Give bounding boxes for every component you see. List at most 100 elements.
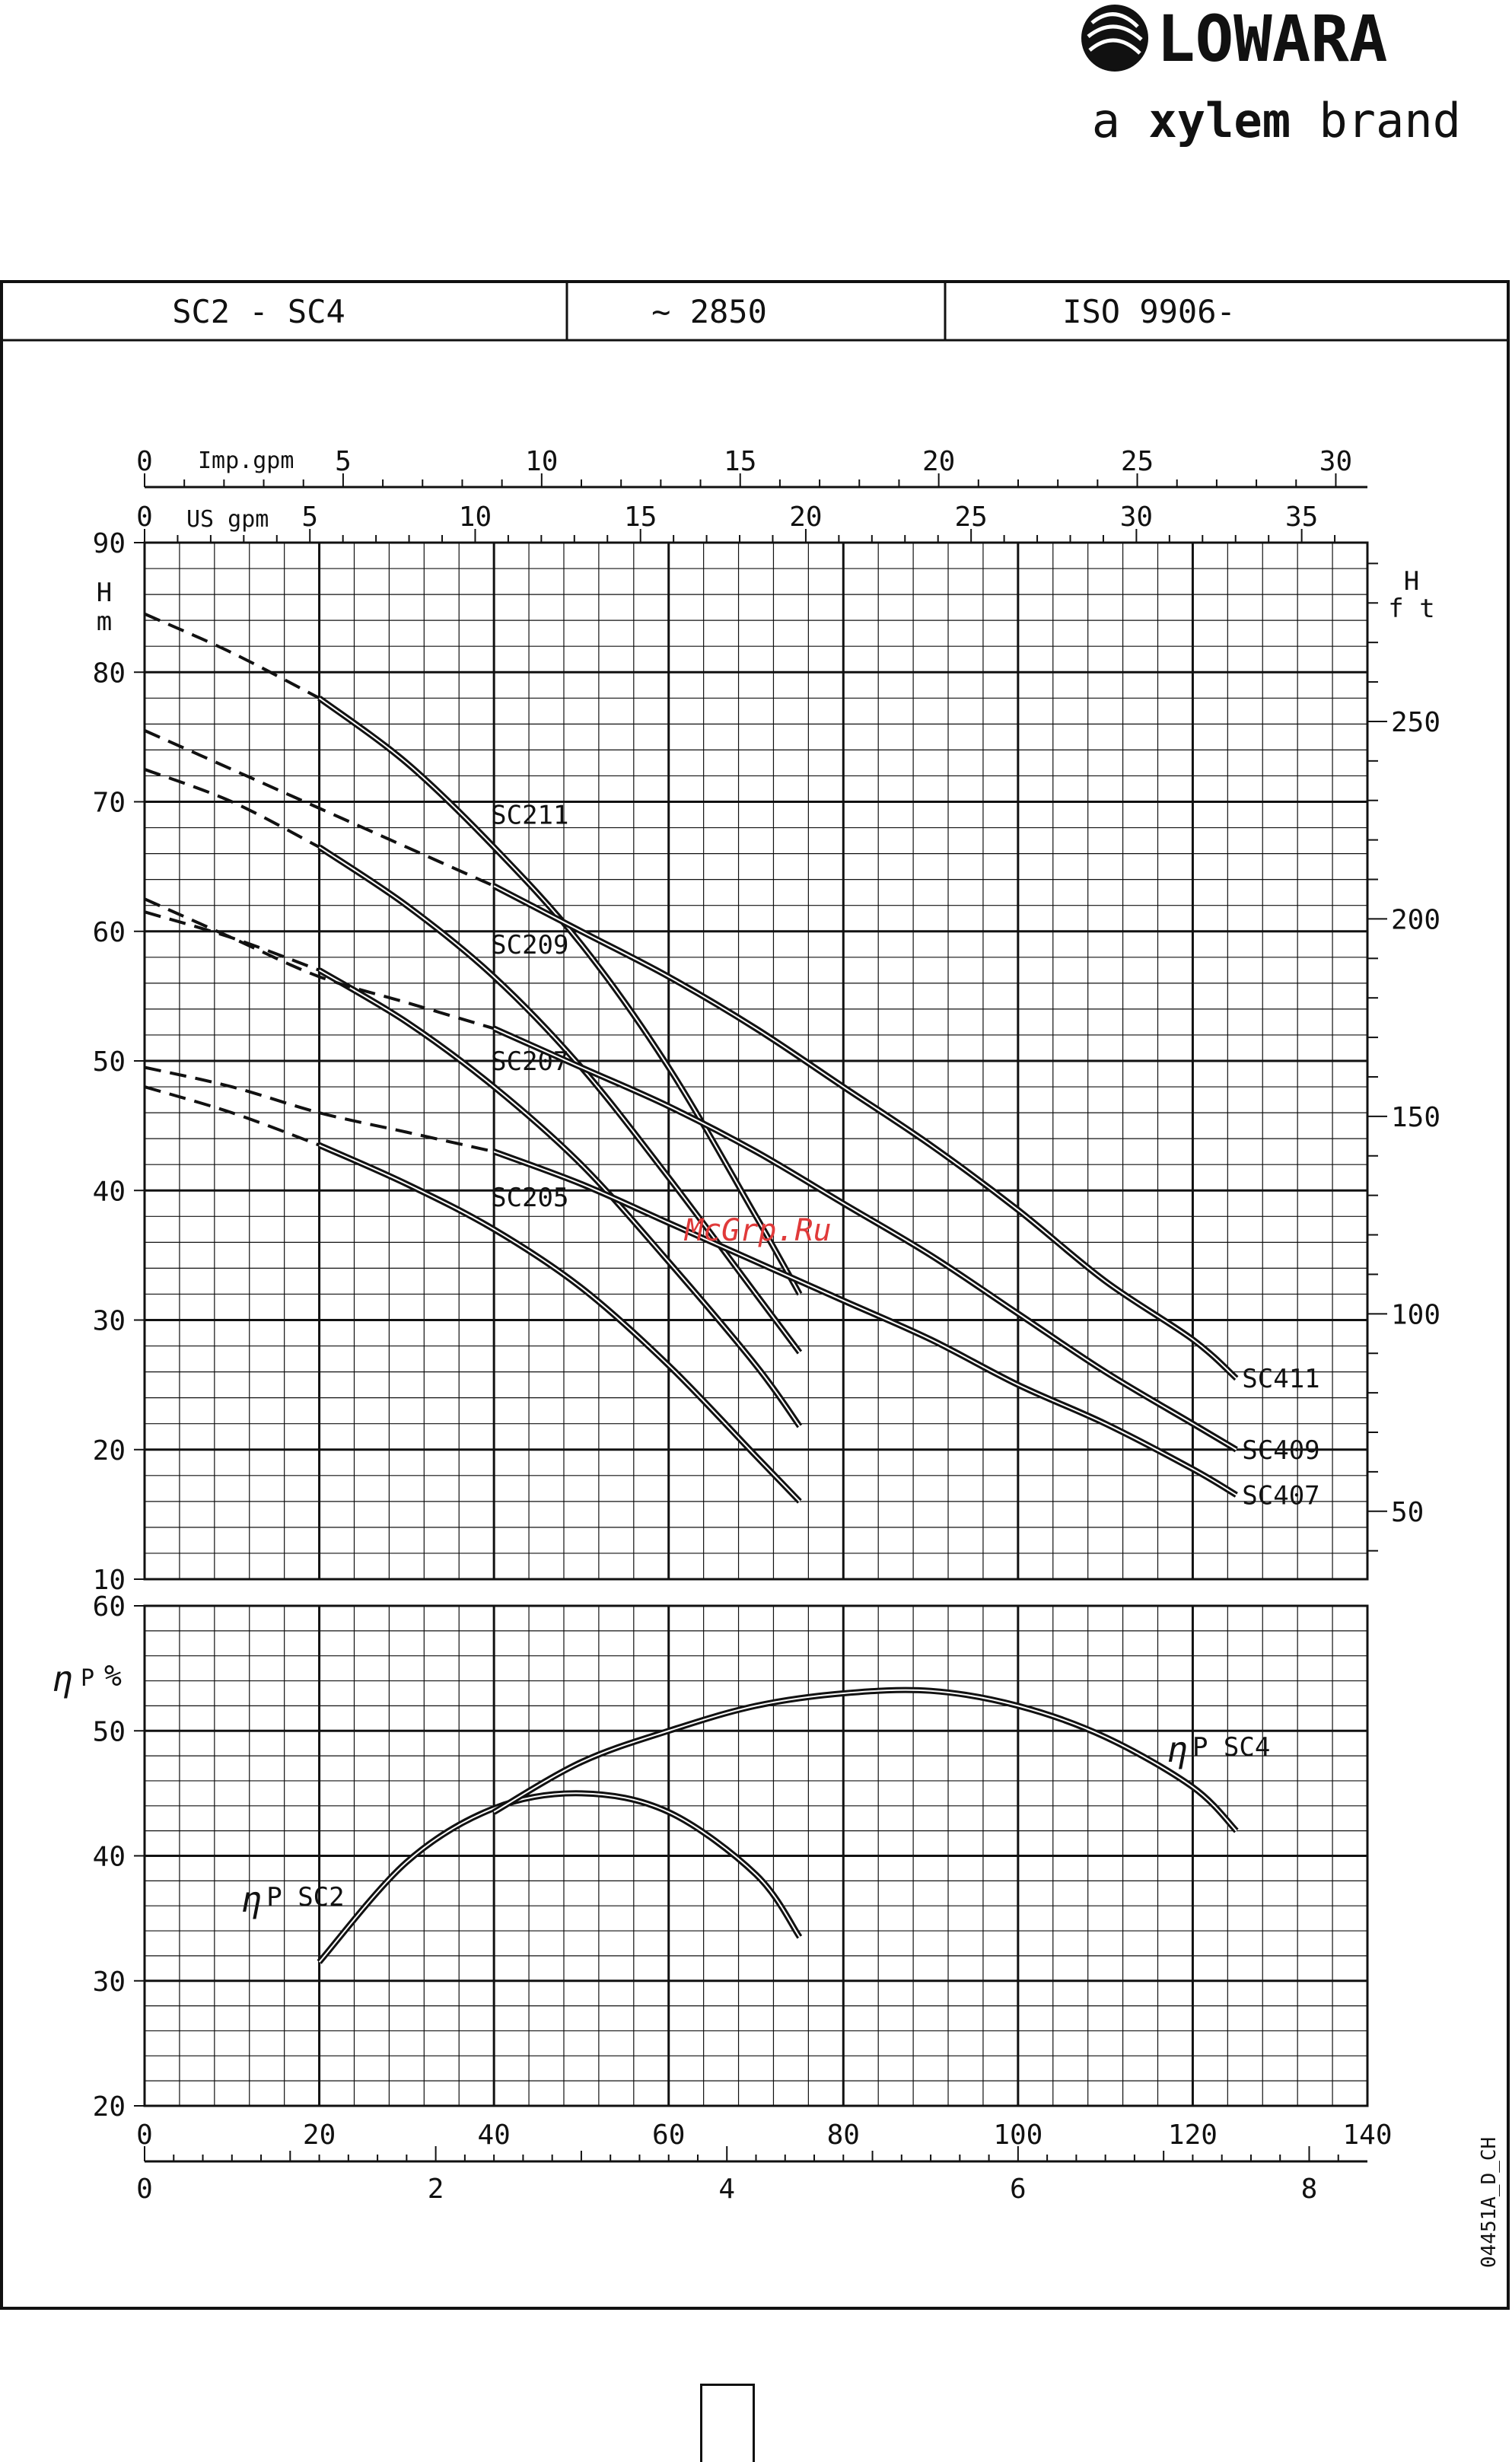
curve-inner-sc207 [319,969,801,1427]
us-gpm-tick-label: 35 [1285,502,1318,533]
us-gpm-tick-label: 20 [789,502,822,533]
ft-tick-label: 100 [1391,1299,1440,1330]
series-label-sc211: SC211 [491,801,568,831]
m3h-tick-label: 8 [1301,2174,1318,2205]
curve-dashed-sc409 [144,897,495,1030]
eff-curve-inner-1 [493,1689,1237,1832]
header-standard: ISO 9906- [1062,293,1236,330]
ft-tick-label: 200 [1391,904,1440,935]
head-y-tick-label: 70 [93,788,126,819]
eff-series-label: P SC4 [1192,1732,1270,1763]
eff-y-tick-label: 40 [93,1842,126,1873]
lowara-swirl-icon [1081,5,1148,72]
head-y-tick-label: 60 [93,917,126,948]
brand-name: LOWARA [1157,2,1387,76]
imp-gpm-tick-label: 25 [1121,446,1154,477]
x-tick-label: 0 [136,2120,153,2151]
curve-sc407 [492,1148,1238,1498]
x-tick-label: 60 [652,2120,685,2151]
chart-frame [0,280,1510,2310]
x-tick-label: 100 [993,2120,1042,2151]
head-ylabel-unit: m [97,607,112,637]
curve-dashed-sc407 [144,1065,495,1154]
header-speed: ~ 2850 [651,293,767,330]
series-label-sc411: SC411 [1242,1364,1319,1394]
head-grid [143,541,1369,1581]
doc-code: 04451A_D_CH [1478,2137,1501,2268]
x-tick-label: 140 [1342,2120,1392,2151]
curve-dashed-sc205 [144,1085,320,1147]
imp-gpm-tick-label: 30 [1319,446,1352,477]
eff-series-eta: η [240,1879,262,1920]
head-y-tick-label: 50 [93,1046,126,1078]
page-number-box [700,2384,755,2462]
head-y-tick-label: 20 [93,1435,126,1467]
us-gpm-tick-label: 25 [954,502,987,533]
imp-gpm-tick-label: 20 [922,446,955,477]
imp-gpm-tick-label: 5 [335,446,352,477]
head-y-tick-label: 30 [93,1306,126,1337]
series-label-sc407: SC407 [1242,1480,1319,1511]
us-gpm-tick-label: 5 [301,502,318,533]
top1-unit: Imp.gpm [198,447,294,474]
imp-gpm-tick-label: 0 [136,446,153,477]
head-y-tick-label: 90 [93,528,126,559]
x-tick-label: 120 [1168,2120,1218,2151]
m3h-tick-label: 4 [718,2174,735,2205]
curve-inner-sc211 [318,697,801,1295]
eff-ylabel-p: P [81,1665,94,1692]
m3h-tick-label: 0 [136,2174,153,2205]
imp-gpm-tick-label: 15 [724,446,756,477]
head-y-tick-label: 40 [93,1176,126,1207]
x-tick-label: 40 [477,2120,510,2151]
head-ylabel-right: H [1404,566,1419,597]
curve-dashed-sc207 [144,910,320,972]
curve-inner-sc407 [493,1151,1237,1496]
x-tick-label: 20 [303,2120,336,2151]
series-label-sc205: SC205 [491,1183,568,1213]
eff-curve-1 [492,1686,1239,1833]
us-gpm-tick-label: 0 [136,502,153,533]
curve-dashed-sc209 [144,768,320,849]
us-gpm-tick-label: 15 [624,502,657,533]
series-label-sc209: SC209 [491,930,568,960]
head-ylabel: H [97,578,112,608]
m3h-tick-label: 2 [428,2174,444,2205]
eff-y-tick-label: 50 [93,1716,126,1747]
imp-gpm-tick-label: 10 [525,446,558,477]
eff-ylabel: η [52,1658,73,1699]
us-gpm-tick-label: 10 [459,502,492,533]
curve-dashed-sc211 [144,612,320,700]
curve-inner-sc411 [493,885,1237,1379]
brand-tagline: a xylem brand [1092,93,1461,148]
header-model: SC2 - SC4 [172,293,345,330]
ft-tick-label: 50 [1391,1497,1424,1528]
eff-y-tick-label: 30 [93,1967,126,1998]
x-tick-label: 80 [827,2120,860,2151]
curve-dashed-sc411 [144,729,495,887]
us-gpm-tick-label: 30 [1120,502,1153,533]
lowara-logo: LOWARA a xylem brand [1065,0,1491,152]
efficiency-axes: 20 30 40 50 60 0 20 40 60 80 100 120 140 0 2 4 6 8 [93,1591,1393,2205]
top2-unit: US gpm [186,506,269,533]
ft-tick-label: 250 [1391,707,1440,738]
eff-ylabel-pct: % [104,1659,122,1693]
eff-curve-inner-0 [318,1792,801,1963]
head-y-tick-label: 80 [93,658,126,689]
m3h-tick-label: 6 [1010,2174,1027,2205]
watermark: McGrp.Ru [683,1213,832,1248]
ft-tick-label: 150 [1391,1102,1440,1133]
eff-y-tick-label: 60 [93,1591,126,1623]
efficiency-grid [143,1604,1369,2107]
head-ylabel-right-unit: f t [1388,594,1434,624]
head-y-tick-label: 10 [93,1565,126,1596]
head-curves: SC211 SC209 SC207 SC205 SC411 SC409 SC407 [144,612,1320,1511]
curve-inner-sc409 [493,1027,1237,1451]
eff-series-eta: η [1167,1729,1188,1770]
eff-series-label: P SC2 [266,1882,344,1913]
curve-inner-sc205 [319,1144,801,1502]
series-label-sc207: SC207 [491,1046,568,1077]
